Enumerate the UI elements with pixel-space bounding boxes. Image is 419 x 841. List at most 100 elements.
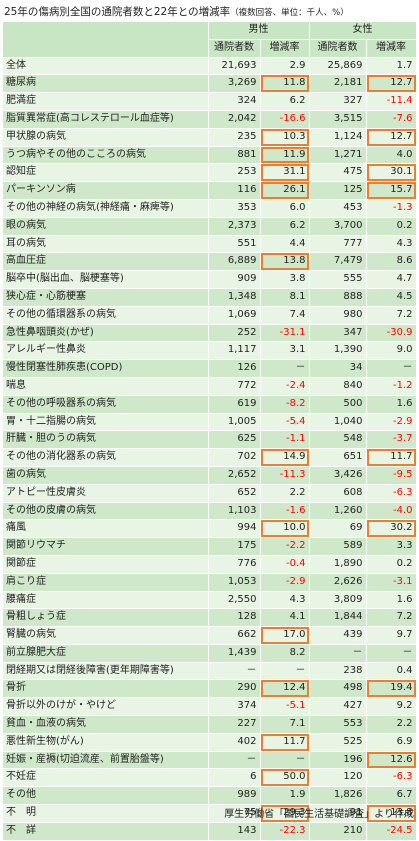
table-row: 腎臓の病気 662 17.0 439 9.7 xyxy=(3,626,417,645)
female-count-cell: 888 xyxy=(309,288,367,307)
female-rate-cell: 4.5 xyxy=(366,288,417,307)
row-label: 骨粗しょう症 xyxy=(3,608,209,628)
male-count-cell: 2,550 xyxy=(208,591,261,610)
male-count-cell: 1,005 xyxy=(208,413,261,432)
female-rate-cell: 1.7 xyxy=(366,57,417,76)
row-label: 脂質異常症(高コレステロール血症等) xyxy=(3,110,209,129)
table-row: 全体 21,693 2.9 25,869 1.7 xyxy=(3,57,417,76)
female-count-cell: 498 xyxy=(309,679,367,699)
table-row: 不 詳 143 -22.3 210 -24.5 xyxy=(3,822,417,841)
table-row: その他の神経の病気(神経痛・麻痺等) 353 6.0 453 -1.3 xyxy=(3,199,417,218)
female-count-cell: 840 xyxy=(309,377,367,396)
female-count-cell: 608 xyxy=(309,484,367,503)
female-count-cell: 553 xyxy=(309,715,367,734)
table-row: 眼の病気 2,373 6.2 3,700 0.2 xyxy=(3,217,417,236)
table-row: 歯の病気 2,652 -11.3 3,426 -9.5 xyxy=(3,466,417,485)
male-rate-cell: 4.3 xyxy=(260,591,310,610)
male-count-cell: 227 xyxy=(208,715,261,734)
female-count-cell: 1,844 xyxy=(309,608,367,628)
row-label: 脳卒中(脳出血、脳梗塞等) xyxy=(3,270,209,289)
table-row: 骨折 290 12.4 498 19.4 xyxy=(3,679,417,699)
table-row: 脳卒中(脳出血、脳梗塞等) 909 3.8 555 4.7 xyxy=(3,270,417,289)
row-label: 腰痛症 xyxy=(3,591,209,610)
table-row: 肥満症 324 6.2 327 -11.4 xyxy=(3,92,417,111)
female-rate-cell: 19.4 xyxy=(366,679,417,699)
male-count-cell: 2,373 xyxy=(208,217,261,236)
header-row-columns: 通院者数 増減率 通院者数 増減率 xyxy=(3,39,417,58)
male-count-cell: 126 xyxy=(208,359,261,378)
female-rate-cell: -6.3 xyxy=(366,768,417,788)
row-label: 肥満症 xyxy=(3,92,209,111)
header-female: 女性 xyxy=(309,22,417,40)
male-count-cell: 253 xyxy=(208,163,261,183)
female-count-cell: 555 xyxy=(309,270,367,289)
row-label: 骨折 xyxy=(3,679,209,699)
female-rate-cell: -9.5 xyxy=(366,466,417,485)
female-count-cell: 500 xyxy=(309,395,367,414)
row-label: 狭心症・心筋梗塞 xyxy=(3,288,209,307)
male-rate-cell: 17.0 xyxy=(260,626,310,645)
header-female-count: 通院者数 xyxy=(309,39,367,58)
male-rate-cell: -11.3 xyxy=(260,466,310,485)
table-row: 痛風 994 10.0 69 30.2 xyxy=(3,519,417,539)
title-sub: （複数回答、単位：千人、%） xyxy=(230,8,349,18)
male-count-cell: 776 xyxy=(208,555,261,574)
table-row: 不 明 75 29.3 91 13.8 xyxy=(3,804,417,823)
male-count-cell: 128 xyxy=(208,608,261,628)
female-count-cell: 525 xyxy=(309,733,367,752)
male-count-cell: 551 xyxy=(208,235,261,254)
table-row: 不妊症 6 50.0 120 -6.3 xyxy=(3,768,417,788)
female-rate-cell: － xyxy=(366,359,417,378)
female-rate-cell: 4.7 xyxy=(366,270,417,289)
male-rate-cell: － xyxy=(260,662,310,681)
table-row: アトピー性皮膚炎 652 2.2 608 -6.3 xyxy=(3,484,417,503)
female-rate-cell: 4.0 xyxy=(366,146,417,165)
female-count-cell: 1,124 xyxy=(309,128,367,147)
male-rate-cell: 3.8 xyxy=(260,270,310,289)
female-count-cell: 427 xyxy=(309,697,367,717)
female-count-cell: 777 xyxy=(309,235,367,254)
male-rate-cell: -5.1 xyxy=(260,697,310,717)
male-rate-cell: 10.0 xyxy=(260,519,310,539)
female-count-cell: 25,869 xyxy=(309,57,367,76)
male-rate-cell: 1.9 xyxy=(260,786,310,806)
female-rate-cell: 30.2 xyxy=(366,519,417,539)
row-label: 痛風 xyxy=(3,519,209,539)
male-rate-cell: 13.8 xyxy=(260,252,310,272)
male-count-cell: 6 xyxy=(208,768,261,788)
row-label: 高血圧症 xyxy=(3,252,209,272)
table-row: 関節リウマチ 175 -2.2 589 3.3 xyxy=(3,537,417,556)
male-count-cell: 652 xyxy=(208,484,261,503)
female-count-cell: 439 xyxy=(309,626,367,645)
female-count-cell: 3,515 xyxy=(309,110,367,129)
male-count-cell: 619 xyxy=(208,395,261,414)
female-rate-cell: 9.0 xyxy=(366,341,417,361)
male-count-cell: 235 xyxy=(208,128,261,147)
male-count-cell: 290 xyxy=(208,679,261,699)
row-label: 眼の病気 xyxy=(3,217,209,236)
table-row: 肩こり症 1,053 -2.9 2,626 -3.1 xyxy=(3,573,417,592)
female-rate-cell: -2.9 xyxy=(366,413,417,432)
female-count-cell: 548 xyxy=(309,430,367,450)
row-label: 悪性新生物(がん) xyxy=(3,733,209,752)
female-rate-cell: -6.3 xyxy=(366,484,417,503)
table-row: 慢性閉塞性肺疾患(COPD) 126 － 34 － xyxy=(3,359,417,378)
row-label: 不妊症 xyxy=(3,768,209,788)
female-rate-cell: -3.1 xyxy=(366,573,417,592)
male-count-cell: 353 xyxy=(208,199,261,218)
row-label: パーキンソン病 xyxy=(3,181,209,200)
female-rate-cell: 7.2 xyxy=(366,306,417,325)
female-count-cell: 453 xyxy=(309,199,367,218)
male-count-cell: 3,269 xyxy=(208,74,261,94)
table-row: 骨粗しょう症 128 4.1 1,844 7.2 xyxy=(3,608,417,628)
row-label: その他の消化器系の病気 xyxy=(3,448,209,467)
female-count-cell: 347 xyxy=(309,324,367,343)
male-count-cell: 625 xyxy=(208,430,261,450)
male-rate-cell: -22.3 xyxy=(260,822,310,841)
row-label: アトピー性皮膚炎 xyxy=(3,484,209,503)
male-count-cell: 2,652 xyxy=(208,466,261,485)
row-label: 認知症 xyxy=(3,163,209,183)
row-label: 糖尿病 xyxy=(3,74,209,94)
male-count-cell: 662 xyxy=(208,626,261,645)
female-rate-cell: 12.6 xyxy=(366,751,417,770)
